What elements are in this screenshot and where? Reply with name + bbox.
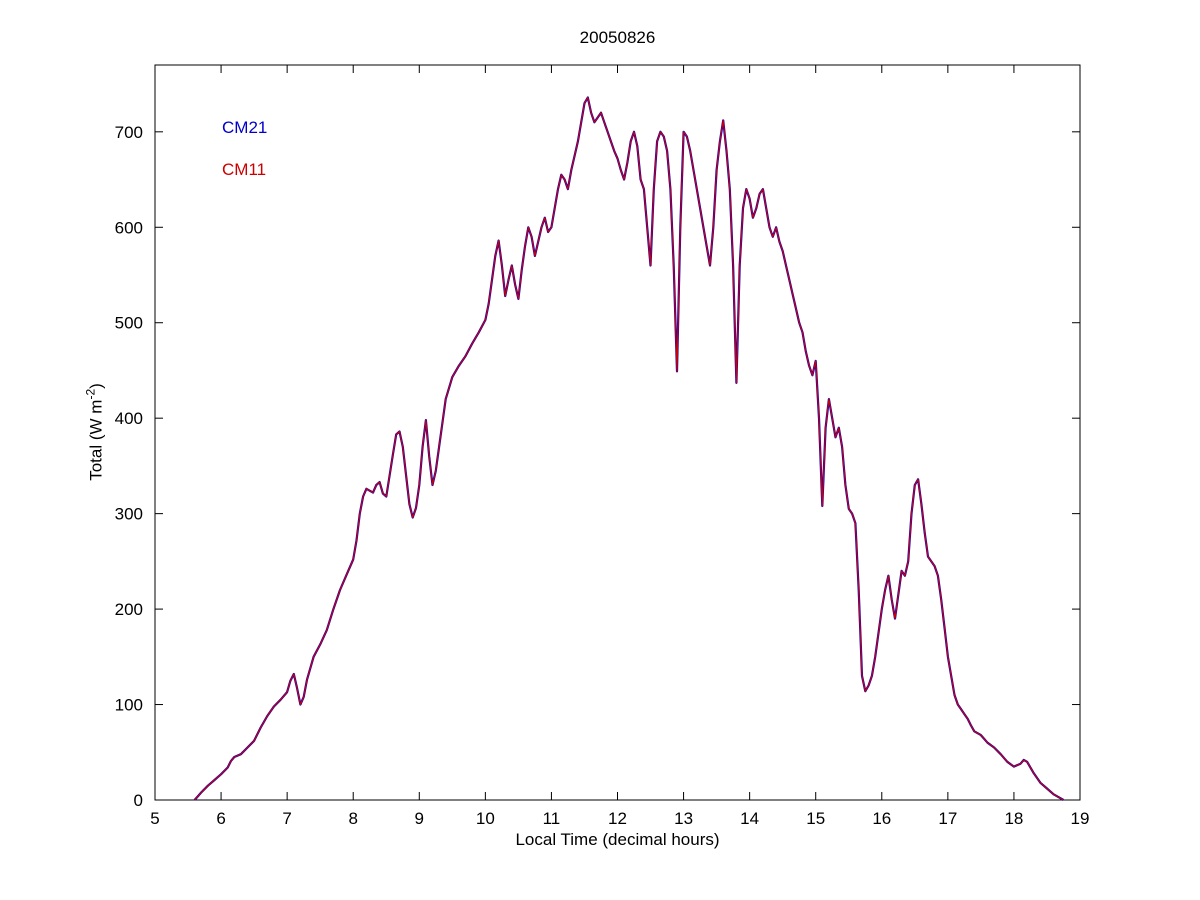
y-axis-label-sup: -2 <box>83 388 98 400</box>
x-tick-label: 11 <box>543 809 561 828</box>
x-tick-label: 8 <box>348 809 357 828</box>
x-tick-label: 16 <box>872 809 891 828</box>
axes-box <box>154 64 1081 801</box>
x-tick-label: 13 <box>674 809 693 828</box>
series-line-cm11 <box>194 96 1064 801</box>
x-tick-label: 7 <box>282 809 291 828</box>
x-tick-label: 6 <box>216 809 225 828</box>
x-tick-label: 17 <box>938 809 957 828</box>
y-tick-label: 600 <box>115 218 143 237</box>
legend-entry-cm21: CM21 <box>222 118 267 138</box>
y-tick-label: 300 <box>115 505 143 524</box>
x-tick-label: 5 <box>150 809 159 828</box>
legend-entry-cm11: CM11 <box>222 160 266 180</box>
x-tick-label: 14 <box>740 809 759 828</box>
y-tick-label: 500 <box>115 314 143 333</box>
legend-label-cm21: CM21 <box>222 118 268 137</box>
y-axis-label-text: Total (W m <box>86 399 106 481</box>
chart-title: 20050826 <box>579 28 656 47</box>
x-axis-label: Local Time (decimal hours) <box>515 830 720 849</box>
y-axis-label: Total (W m-2) <box>84 383 107 481</box>
x-tick-label: 18 <box>1004 809 1023 828</box>
y-tick-label: 400 <box>115 409 143 428</box>
y-tick-label: 700 <box>115 123 143 142</box>
y-tick-label: 0 <box>134 791 143 810</box>
legend-label-cm11: CM11 <box>222 160 267 179</box>
x-tick-label: 12 <box>608 809 627 828</box>
y-tick-label: 100 <box>115 696 143 715</box>
y-axis-label-close: ) <box>86 383 106 389</box>
x-tick-label: 10 <box>476 809 495 828</box>
y-tick-label: 200 <box>115 600 143 619</box>
x-tick-label: 19 <box>1071 809 1090 828</box>
x-tick-label: 15 <box>806 809 825 828</box>
x-tick-label: 9 <box>415 809 424 828</box>
series-line-cm21 <box>193 96 1065 801</box>
